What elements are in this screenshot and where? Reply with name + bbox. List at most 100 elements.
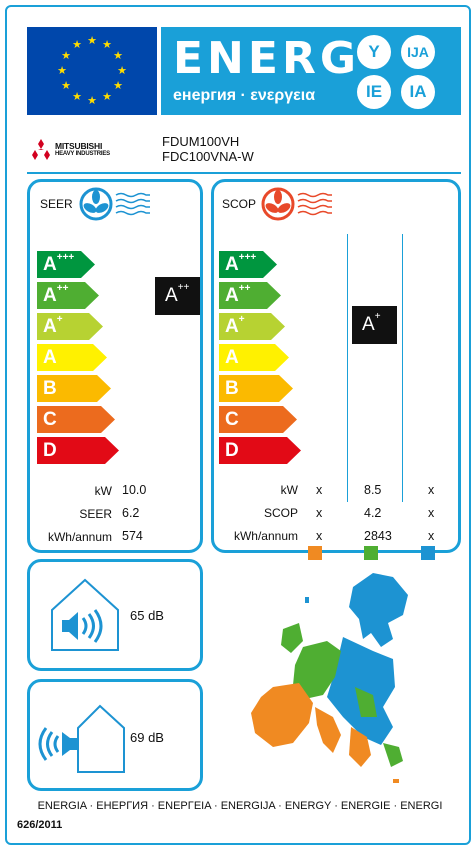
seer-class-arrow: A+ [37, 313, 103, 340]
scop-class-letter: C [225, 409, 239, 430]
mitsubishi-logo [29, 137, 149, 167]
footer-languages: ENERGIA · ЕНЕРГИЯ · ΕΝΕΡΓΕΙΑ · ENERGIJA … [37, 800, 443, 812]
scop-row-warmer-value: x [316, 529, 323, 543]
svg-text:★: ★ [87, 94, 97, 107]
seer-class-arrow: D [37, 437, 119, 464]
scop-class-arrow: C [219, 406, 297, 433]
indoor-noise-panel: 65 dB [27, 559, 203, 671]
scop-class-arrow: A+++ [219, 251, 277, 278]
scop-row-colder-value: x [428, 483, 435, 497]
zone-swatch-colder [421, 546, 435, 560]
seer-class-badge: A++ [155, 277, 200, 315]
language-bubble: Y [357, 35, 391, 69]
seer-class-arrow: A+++ [37, 251, 95, 278]
language-bubble: IE [357, 75, 391, 109]
seer-class-arrow: A [37, 344, 107, 371]
energy-word: ENERG [173, 33, 360, 84]
column-divider [347, 234, 348, 502]
outdoor-model: FDC100VNA-W [162, 149, 254, 164]
scop-class-sup: + [238, 313, 245, 325]
seer-panel: SEER A+++ A++ A+ A B C D A++ kW 10.0 SEER 6.2 … [27, 179, 203, 553]
scop-row-average-value: 4.2 [364, 506, 382, 520]
scop-class-arrow: B [219, 375, 293, 402]
scop-row-average-value: 8.5 [364, 483, 382, 497]
energy-banner: ENERG енергия · ενεργεια Y IJA IE IA [161, 27, 461, 115]
three-diamonds-icon [32, 139, 50, 160]
scop-class-sup: ++ [238, 282, 251, 294]
seer-title: SEER [40, 197, 73, 211]
scop-class-sup: +++ [238, 251, 257, 263]
seer-class-sup: +++ [56, 251, 75, 263]
indoor-noise-value: 65 dB [130, 608, 164, 623]
seer-row-label: kW [94, 484, 112, 498]
scop-class-badge: A+ [352, 306, 397, 344]
maker-name: MITSUBISHI HEAVY INDUSTRIES [55, 142, 110, 158]
outdoor-noise-value: 69 dB [130, 730, 164, 745]
language-bubble: IJA [401, 35, 435, 69]
svg-text:★: ★ [113, 79, 123, 92]
scop-row-warmer-value: x [316, 483, 323, 497]
scop-row-label: SCOP [263, 506, 298, 520]
outdoor-noise-panel: 69 dB [27, 679, 203, 791]
seer-class-letter: A [43, 347, 57, 368]
separator [27, 172, 461, 174]
indoor-model: FDUM100VH [162, 134, 240, 149]
scop-class-letter: A [225, 254, 239, 275]
seer-class-sup: + [56, 313, 63, 325]
column-divider [402, 234, 403, 502]
scop-class-arrow: D [219, 437, 301, 464]
model-names: FDUM100VH FDC100VNA-W [162, 134, 254, 164]
scop-title: SCOP [222, 197, 257, 211]
scop-class-arrow: A [219, 344, 289, 371]
seer-class-letter: B [43, 378, 57, 399]
scop-row-colder-value: x [428, 529, 435, 543]
scop-class-letter: D [225, 440, 239, 461]
svg-text:★: ★ [61, 79, 71, 92]
seer-row-label: kWh/annum [47, 530, 112, 544]
svg-text:★: ★ [72, 38, 82, 51]
svg-text:★: ★ [61, 49, 71, 62]
seer-row-value: 10.0 [122, 483, 147, 497]
svg-text:★: ★ [113, 49, 123, 62]
svg-text:★: ★ [102, 90, 112, 103]
seer-class-letter: C [43, 409, 57, 430]
energy-subtitle: енергия · ενεργεια [173, 87, 316, 104]
scop-panel: SCOP A+++ A++ A+ A B C D A+ kW x 8.5 x SCOP x 4.2 x kW… [211, 179, 461, 560]
scop-row-label: kWh/annum [233, 529, 298, 543]
language-bubble: IA [401, 75, 435, 109]
scop-badge-sup: + [374, 310, 381, 322]
svg-text:★: ★ [57, 64, 67, 77]
europe-climate-map [251, 573, 408, 783]
scop-row-label: kW [280, 483, 298, 497]
scop-class-letter: A [225, 347, 239, 368]
svg-text:★: ★ [102, 38, 112, 51]
seer-class-arrow: C [37, 406, 115, 433]
seer-class-letter: D [43, 440, 57, 461]
seer-row-label: SEER [79, 507, 112, 521]
seer-row-value: 574 [122, 529, 143, 543]
seer-badge-letter: A [165, 285, 178, 306]
seer-badge-sup: ++ [177, 281, 190, 293]
scop-class-arrow: A++ [219, 282, 281, 309]
scop-class-letter: A [225, 316, 239, 337]
eu-stars-icon: ★ ★ ★ ★ ★ ★ ★ ★ ★ ★ ★ ★ [57, 34, 127, 107]
zone-swatch-average [364, 546, 378, 560]
maker-name-line1: MITSUBISHI [55, 141, 103, 151]
scop-row-average-value: 2843 [364, 529, 392, 543]
scop-row-warmer-value: x [316, 506, 323, 520]
svg-text:★: ★ [87, 34, 97, 47]
seer-row-value: 6.2 [122, 506, 140, 520]
seer-class-letter: A [43, 316, 57, 337]
indoor-house-speaker-icon [51, 578, 119, 651]
scop-class-letter: B [225, 378, 239, 399]
svg-text:★: ★ [72, 90, 82, 103]
cooling-fan-icon [79, 187, 150, 221]
regulation-number: 626/2011 [17, 819, 63, 831]
scop-row-colder-value: x [428, 506, 435, 520]
scop-class-letter: A [225, 285, 239, 306]
energy-label: ★ ★ ★ ★ ★ ★ ★ ★ ★ ★ ★ ★ ENERG енергия · … [5, 5, 471, 845]
eu-flag: ★ ★ ★ ★ ★ ★ ★ ★ ★ ★ ★ ★ [27, 27, 157, 115]
scop-badge-letter: A [362, 314, 375, 335]
seer-class-letter: A [43, 285, 57, 306]
seer-class-arrow: A++ [37, 282, 99, 309]
